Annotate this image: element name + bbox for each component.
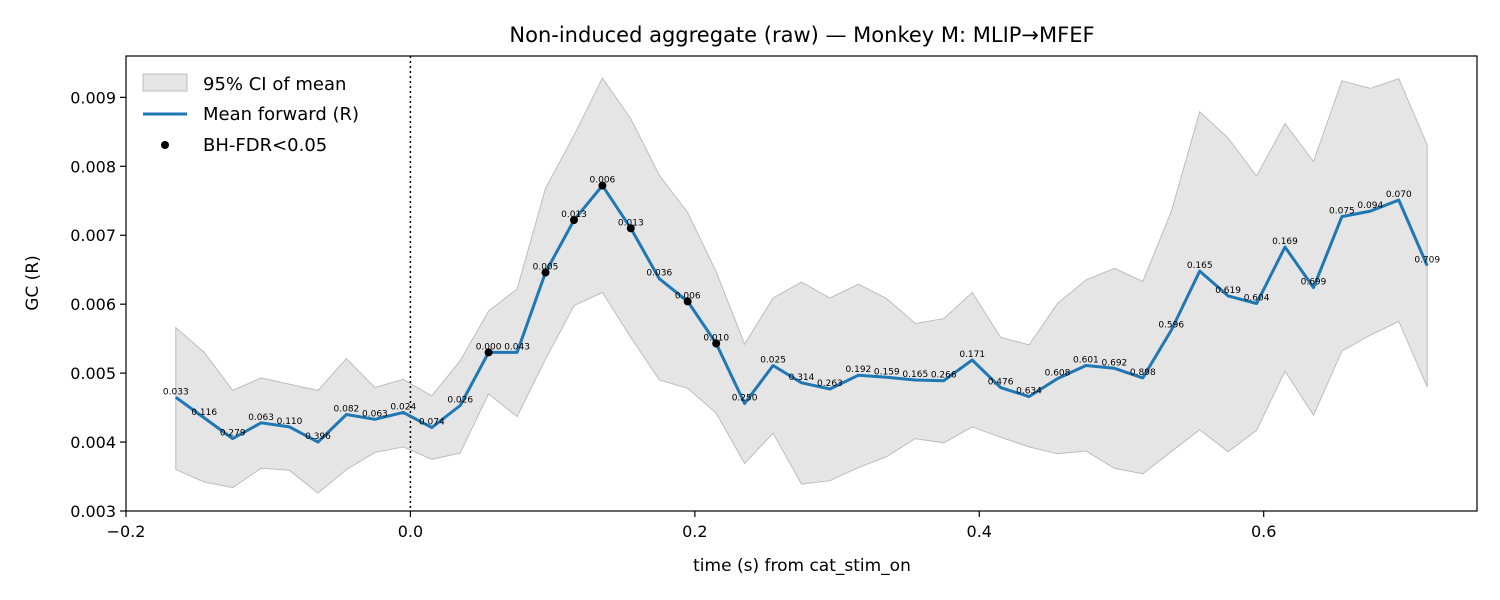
legend-significant-swatch [161, 141, 169, 149]
point-label: 0.898 [1130, 368, 1156, 378]
mean-forward-line [174, 184, 1429, 444]
point-label: 0.596 [1158, 320, 1184, 330]
point-label: 0.192 [846, 365, 872, 375]
point-label: 0.075 [1329, 207, 1355, 217]
x-tick-label: −0.2 [107, 522, 146, 541]
point-label: 0.025 [760, 356, 786, 366]
y-tick-label: 0.005 [70, 364, 116, 383]
significant-marker [712, 339, 721, 348]
point-label: 0.063 [248, 413, 274, 423]
point-label: 0.070 [1386, 190, 1412, 200]
y-tick-label: 0.003 [70, 502, 116, 521]
legend: 95% CI of mean Mean forward (R) BH-FDR<0… [142, 73, 359, 156]
point-label: 0.699 [1301, 278, 1327, 288]
legend-significant-label: BH-FDR<0.05 [203, 135, 327, 156]
point-label: 0.010 [703, 334, 729, 344]
point-label: 0.396 [305, 432, 331, 442]
point-label: 0.026 [447, 396, 473, 406]
point-label: 0.263 [817, 379, 843, 389]
point-label: 0.000 [476, 342, 502, 352]
point-label: 0.709 [1414, 256, 1440, 266]
ci-band [175, 77, 1428, 494]
point-label: 0.063 [362, 409, 388, 419]
chart-title: Non-induced aggregate (raw) — Monkey M: … [509, 23, 1094, 47]
point-label: 0.094 [1357, 201, 1383, 211]
y-axis-title: GC (R) [23, 255, 43, 311]
axes-frame [125, 55, 1478, 512]
y-tick-label: 0.007 [70, 226, 116, 245]
point-label: 0.013 [561, 210, 587, 220]
point-label: 0.165 [902, 370, 928, 380]
point-label: 0.074 [419, 418, 445, 428]
point-label: 0.036 [646, 269, 672, 279]
point-label: 0.006 [590, 176, 616, 186]
point-label: 0.604 [1244, 294, 1270, 304]
point-label: 0.005 [533, 263, 559, 273]
point-label: 0.013 [618, 218, 644, 228]
point-label: 0.619 [1215, 286, 1241, 296]
x-tick-label: 0.4 [967, 522, 992, 541]
x-tick-label: 0.0 [398, 522, 423, 541]
point-label: 0.634 [1016, 387, 1042, 397]
significant-marker [598, 181, 607, 190]
point-label: 0.165 [1187, 261, 1213, 271]
point-label: 0.033 [163, 387, 189, 397]
y-tick-label: 0.008 [70, 157, 116, 176]
legend-mean-label: Mean forward (R) [203, 104, 359, 125]
x-tick-label: 0.2 [682, 522, 707, 541]
point-label: 0.608 [1045, 369, 1071, 379]
point-label: 0.082 [334, 405, 360, 415]
point-label: 0.024 [390, 402, 416, 412]
point-label: 0.250 [732, 394, 758, 404]
y-tick-label: 0.004 [70, 433, 116, 452]
point-label: 0.314 [789, 373, 815, 383]
x-axis-title: time (s) from cat_stim_on [693, 556, 911, 576]
point-label: 0.266 [931, 371, 957, 381]
significant-marker [484, 348, 493, 357]
point-label: 0.043 [504, 342, 530, 352]
significant-marker [541, 268, 550, 277]
x-tick-label: 0.6 [1251, 522, 1276, 541]
point-label: 0.169 [1272, 237, 1298, 247]
point-label: 0.279 [220, 429, 246, 439]
point-label: 0.110 [277, 417, 303, 427]
significant-marker [683, 297, 692, 306]
y-tick-label: 0.006 [70, 295, 116, 314]
point-label: 0.006 [675, 291, 701, 301]
point-label: 0.692 [1102, 358, 1128, 368]
significant-marker [626, 224, 635, 233]
point-label: 0.476 [988, 378, 1014, 388]
legend-ci-swatch [142, 73, 188, 92]
point-label: 0.116 [191, 408, 217, 418]
y-tick-label: 0.009 [70, 88, 116, 107]
point-label: 0.171 [959, 350, 985, 360]
significant-marker [570, 216, 578, 225]
point-label: 0.159 [874, 367, 900, 377]
legend-ci-label: 95% CI of mean [203, 74, 346, 95]
point-label: 0.601 [1073, 356, 1099, 366]
